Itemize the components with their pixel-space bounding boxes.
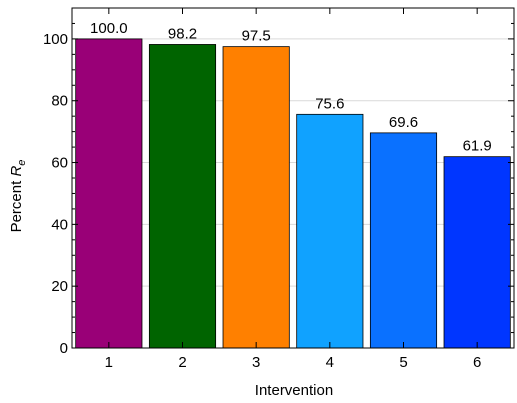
x-tick-label: 2 (178, 354, 186, 371)
data-label: 61.9 (463, 138, 492, 155)
x-tick-label: 1 (105, 354, 113, 371)
x-axis-label: Intervention (255, 382, 333, 399)
data-label: 69.6 (389, 114, 418, 131)
tick-labels: 0 20 40 60 80 100 1 2 3 4 5 6 (43, 31, 481, 371)
y-axis-label-symbol: R (8, 166, 25, 177)
bars (75, 38, 511, 349)
y-tick-label: 20 (51, 278, 68, 295)
y-axis-label-text: Percent (8, 177, 25, 233)
y-tick-label: 80 (51, 93, 68, 110)
bar (222, 46, 290, 349)
gridlines (72, 38, 514, 287)
bar (75, 38, 143, 349)
y-axis-label: Percent Re (8, 160, 28, 233)
bar (369, 132, 438, 349)
bar (148, 44, 217, 349)
data-label: 75.6 (315, 95, 344, 112)
x-tick-label: 4 (326, 354, 334, 371)
y-tick-label: 100 (43, 31, 68, 48)
y-tick-label: 40 (51, 216, 68, 233)
bar (443, 156, 511, 349)
data-label: 97.5 (242, 28, 271, 45)
x-tick-label: 3 (252, 354, 260, 371)
axis-ticks (72, 8, 514, 349)
data-labels: 100.0 98.2 97.5 75.6 69.6 61.9 (90, 20, 492, 155)
data-label: 98.2 (168, 25, 197, 42)
y-tick-label: 0 (60, 340, 68, 357)
x-tick-label: 6 (473, 354, 481, 371)
bar (296, 113, 364, 349)
data-label: 100.0 (90, 20, 128, 37)
y-axis-label-subscript: e (16, 160, 28, 166)
y-tick-label: 60 (51, 155, 68, 172)
x-tick-label: 5 (399, 354, 407, 371)
